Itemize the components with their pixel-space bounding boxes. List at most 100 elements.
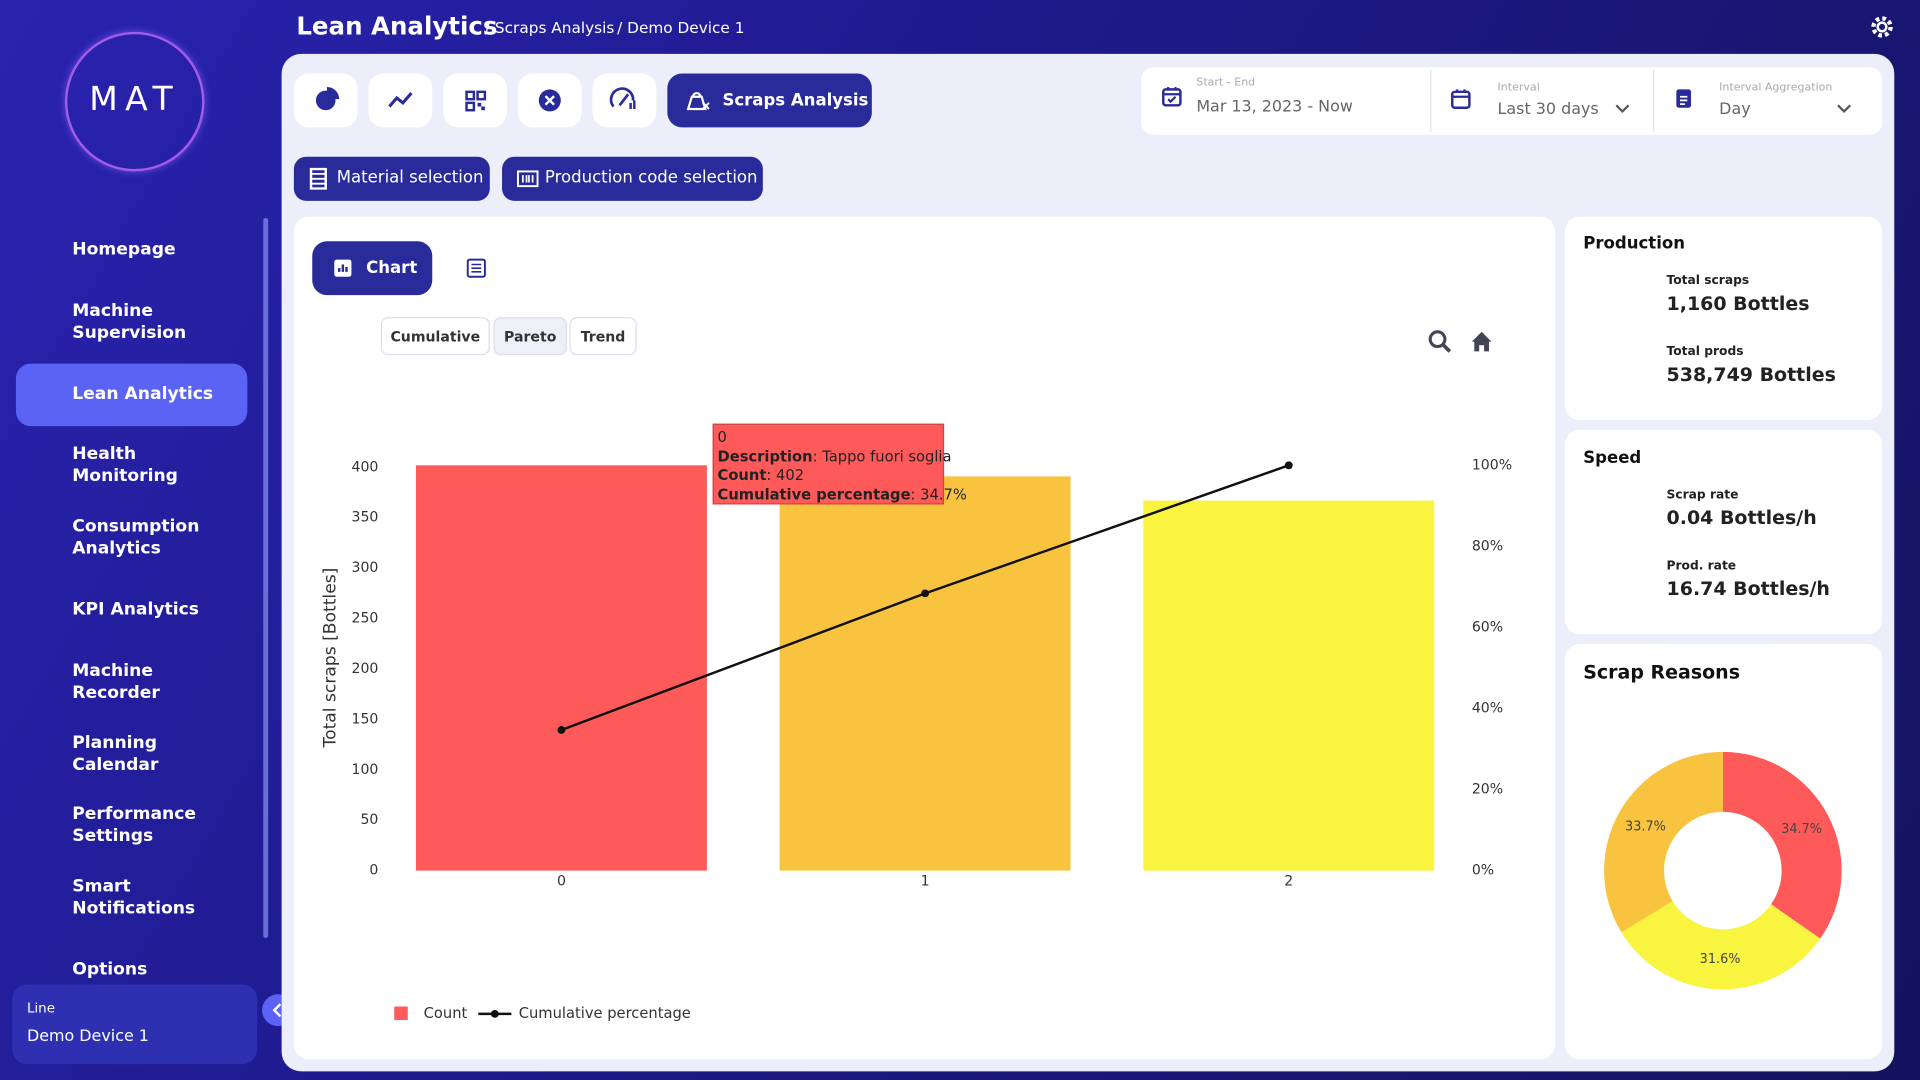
settings-icon[interactable] [1870,15,1894,39]
material-icon [309,167,327,190]
y2-tick-label: 0% [1472,863,1494,879]
pie-tab[interactable] [293,73,358,128]
qr-tab[interactable] [443,73,507,128]
line-label: Line [26,1000,56,1017]
nav-item[interactable]: Machine Recorder [72,660,160,703]
tooltip-row: Description: Tappo fuori soglia [717,447,952,467]
donut-slice [1604,751,1723,933]
y2-tick-label: 100% [1472,457,1512,473]
nav-item[interactable]: Options [72,960,148,980]
nav-item[interactable]: KPI Analytics [72,600,199,620]
card-title: Speed [1583,448,1642,468]
zoom-icon[interactable] [1428,329,1452,353]
breadcrumb[interactable]: / Scraps Analysis [484,18,615,37]
tooltip-row: Count: 402 [718,467,943,486]
production-code-button[interactable] [502,156,763,201]
filter-value[interactable]: Day [1719,100,1751,119]
y-axis-title: Total scraps [Bottles] [321,568,341,749]
stop-tab[interactable] [517,73,582,128]
active-nav-bg [15,363,248,427]
breadcrumb[interactable]: / Demo Device 1 [617,18,745,37]
line-value: Demo Device 1 [26,1027,149,1046]
page-title: Lean Analytics [296,11,498,41]
divider [1430,69,1432,133]
line-point [921,589,930,598]
y-tick-label: 300 [351,560,378,576]
line-selector[interactable] [12,984,258,1065]
trend-tab[interactable] [368,73,433,128]
legend-label: Count [424,1005,468,1022]
card-title: Scrap Reasons [1583,661,1741,684]
home-icon[interactable] [1469,329,1493,353]
mode-button[interactable]: Pareto [493,317,567,356]
donut-slice [1621,901,1821,990]
y2-tick-label: 60% [1472,619,1503,635]
tooltip-value: 402 [776,466,805,484]
nav-item[interactable]: Homepage [72,240,176,260]
material-button-label: Material selection [336,167,484,188]
filter-value[interactable]: Last 30 days [1497,100,1599,119]
y-tick-label: 150 [351,711,378,727]
qr-icon [465,90,487,112]
speed-tab[interactable] [592,73,657,128]
mode-button[interactable]: Cumulative [380,317,490,356]
donut-chart: 34.7% 31.6% 33.7% [1604,751,1842,990]
filter-label: Start - End [1196,77,1256,90]
stat-value: 16.74 Bottles/h [1666,577,1830,601]
bar [415,465,707,871]
dropdown-icon[interactable] [1836,103,1853,115]
stat-label: Scrap rate [1666,488,1739,503]
bag-icon [686,91,710,111]
mode-button[interactable]: Trend [569,317,637,356]
bar [1143,500,1435,871]
y-tick-label: 50 [360,812,378,828]
y2-tick-label: 80% [1472,538,1503,554]
speed-card [1564,429,1883,635]
nav-item[interactable]: Consumption Analytics [72,516,200,559]
pie-icon [315,86,340,111]
material-button[interactable] [293,156,490,201]
scraps-tab-label: Scraps Analysis [722,90,869,111]
plot: 0501001502002503003504000%20%40%60%80%10… [321,457,1512,1022]
nav-item[interactable]: Machine Supervision [72,300,187,343]
gauge-icon [609,87,636,109]
chart-view-label: Chart [366,258,418,278]
tooltip-key: Description [717,447,813,465]
tooltip-value: Tappo fuori soglia [822,447,952,465]
filter-value[interactable]: Mar 13, 2023 - Now [1196,97,1353,117]
table-view-tab[interactable] [465,257,487,279]
legend-swatch [394,1006,408,1021]
x-tick-label: 2 [1284,874,1293,890]
stat-value: 1,160 Bottles [1666,292,1810,315]
scrollbar [263,217,269,938]
nav-item[interactable]: Lean Analytics [72,383,214,404]
nav-item[interactable]: Health Monitoring [72,444,178,487]
y-tick-label: 350 [351,510,378,526]
nav-item[interactable]: Performance Settings [72,804,197,847]
tooltip-row: Cumulative percentage: 34.7% [717,485,967,505]
tooltip-value: 34.7% [920,485,967,503]
production-card [1564,216,1883,421]
calendar-icon [1162,86,1182,107]
dropdown-icon[interactable] [1614,103,1631,115]
y-tick-label: 0 [369,863,378,879]
y-tick-label: 100 [351,762,378,778]
tooltip: 0 Description: Tappo fuori soglia Count: 4… [712,423,967,505]
tooltip-sep: : [812,447,823,465]
line-point [1284,461,1293,470]
stop-icon [538,89,561,112]
tooltip-key: Count [717,466,767,484]
nav-item[interactable]: Planning Calendar [72,732,159,775]
stat-label: Total prods [1666,345,1744,359]
nav-item[interactable]: Smart Notifications [72,876,196,919]
scraps-tab[interactable] [667,73,872,128]
clipboard-icon [1676,89,1692,108]
filter-label: Interval [1497,82,1540,95]
stat-label: Prod. rate [1666,559,1737,574]
trend-icon [388,92,413,108]
divider [1653,69,1655,133]
tooltip-key: Cumulative percentage [717,485,911,503]
stat-value: 538,749 Bottles [1666,363,1836,386]
chart-view-tab[interactable] [312,241,433,296]
